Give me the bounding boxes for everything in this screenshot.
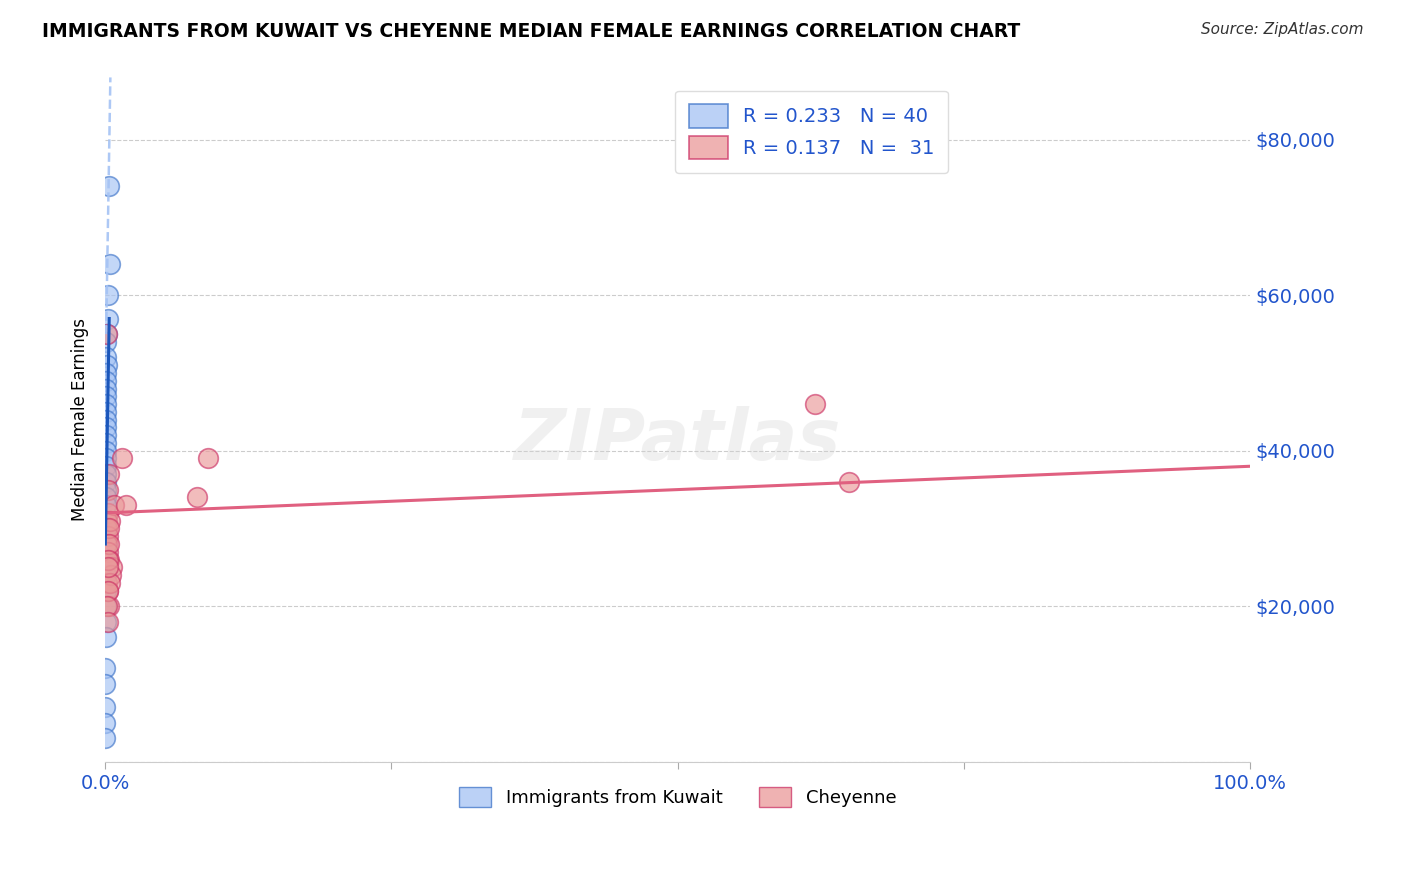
Point (96, 443, 118, 458)
Point (94, 483, 117, 497)
Point (97, 529, 120, 543)
Point (96, 389, 118, 403)
Point (96, 575, 118, 590)
Point (96, 374, 118, 388)
Point (111, 451, 134, 466)
Point (186, 491, 208, 505)
Point (94, 631, 117, 645)
Point (97, 483, 120, 497)
Point (96, 459, 118, 474)
Point (96, 560, 118, 574)
Point (94, 521, 117, 535)
Point (94, 514, 117, 528)
Point (96, 583, 118, 598)
Point (96, 583, 118, 598)
Point (96, 475, 118, 489)
Point (103, 498, 125, 512)
Point (94, 583, 117, 598)
Point (96, 537, 118, 551)
Point (96, 366, 118, 380)
Point (94, 491, 117, 505)
Point (96, 412, 118, 426)
Point (97, 179, 120, 194)
Point (197, 451, 219, 466)
Point (96, 288, 118, 302)
Point (96, 397, 118, 411)
Point (96, 467, 118, 481)
Point (96, 514, 118, 528)
Point (96, 311, 118, 326)
Point (97, 615, 120, 629)
Point (97, 552, 120, 566)
Point (94, 498, 117, 512)
Point (96, 521, 118, 535)
Point (97, 521, 120, 535)
Point (97, 599, 120, 614)
Y-axis label: Median Female Earnings: Median Female Earnings (72, 318, 89, 521)
Point (96, 327, 118, 342)
Point (96, 428, 118, 442)
Point (97, 552, 120, 566)
Point (94, 568, 117, 582)
Point (94, 615, 117, 629)
Point (96, 451, 118, 466)
Point (804, 397, 827, 411)
Point (97, 467, 120, 481)
Point (101, 560, 124, 574)
Point (98, 575, 121, 590)
Point (94, 731, 117, 746)
Point (96, 382, 118, 396)
Point (94, 552, 117, 566)
Point (96, 351, 118, 365)
Text: IMMIGRANTS FROM KUWAIT VS CHEYENNE MEDIAN FEMALE EARNINGS CORRELATION CHART: IMMIGRANTS FROM KUWAIT VS CHEYENNE MEDIA… (42, 22, 1021, 41)
Point (96, 599, 118, 614)
Point (838, 475, 860, 489)
Point (96, 506, 118, 520)
Text: ZIPatlas: ZIPatlas (515, 406, 841, 475)
Point (96, 545, 118, 559)
Point (94, 661, 117, 675)
Point (98, 537, 121, 551)
Point (94, 700, 117, 714)
Point (98, 514, 121, 528)
Point (94, 537, 117, 551)
Point (94, 715, 117, 730)
Point (94, 599, 117, 614)
Point (96, 420, 118, 434)
Point (96, 327, 118, 342)
Point (96, 436, 118, 450)
Point (94, 677, 117, 691)
Text: Source: ZipAtlas.com: Source: ZipAtlas.com (1201, 22, 1364, 37)
Point (94, 405, 117, 419)
Point (100, 568, 122, 582)
Point (98, 257, 121, 271)
Legend: Immigrants from Kuwait, Cheyenne: Immigrants from Kuwait, Cheyenne (451, 780, 904, 814)
Point (114, 498, 136, 512)
Point (96, 334, 118, 349)
Point (96, 358, 118, 372)
